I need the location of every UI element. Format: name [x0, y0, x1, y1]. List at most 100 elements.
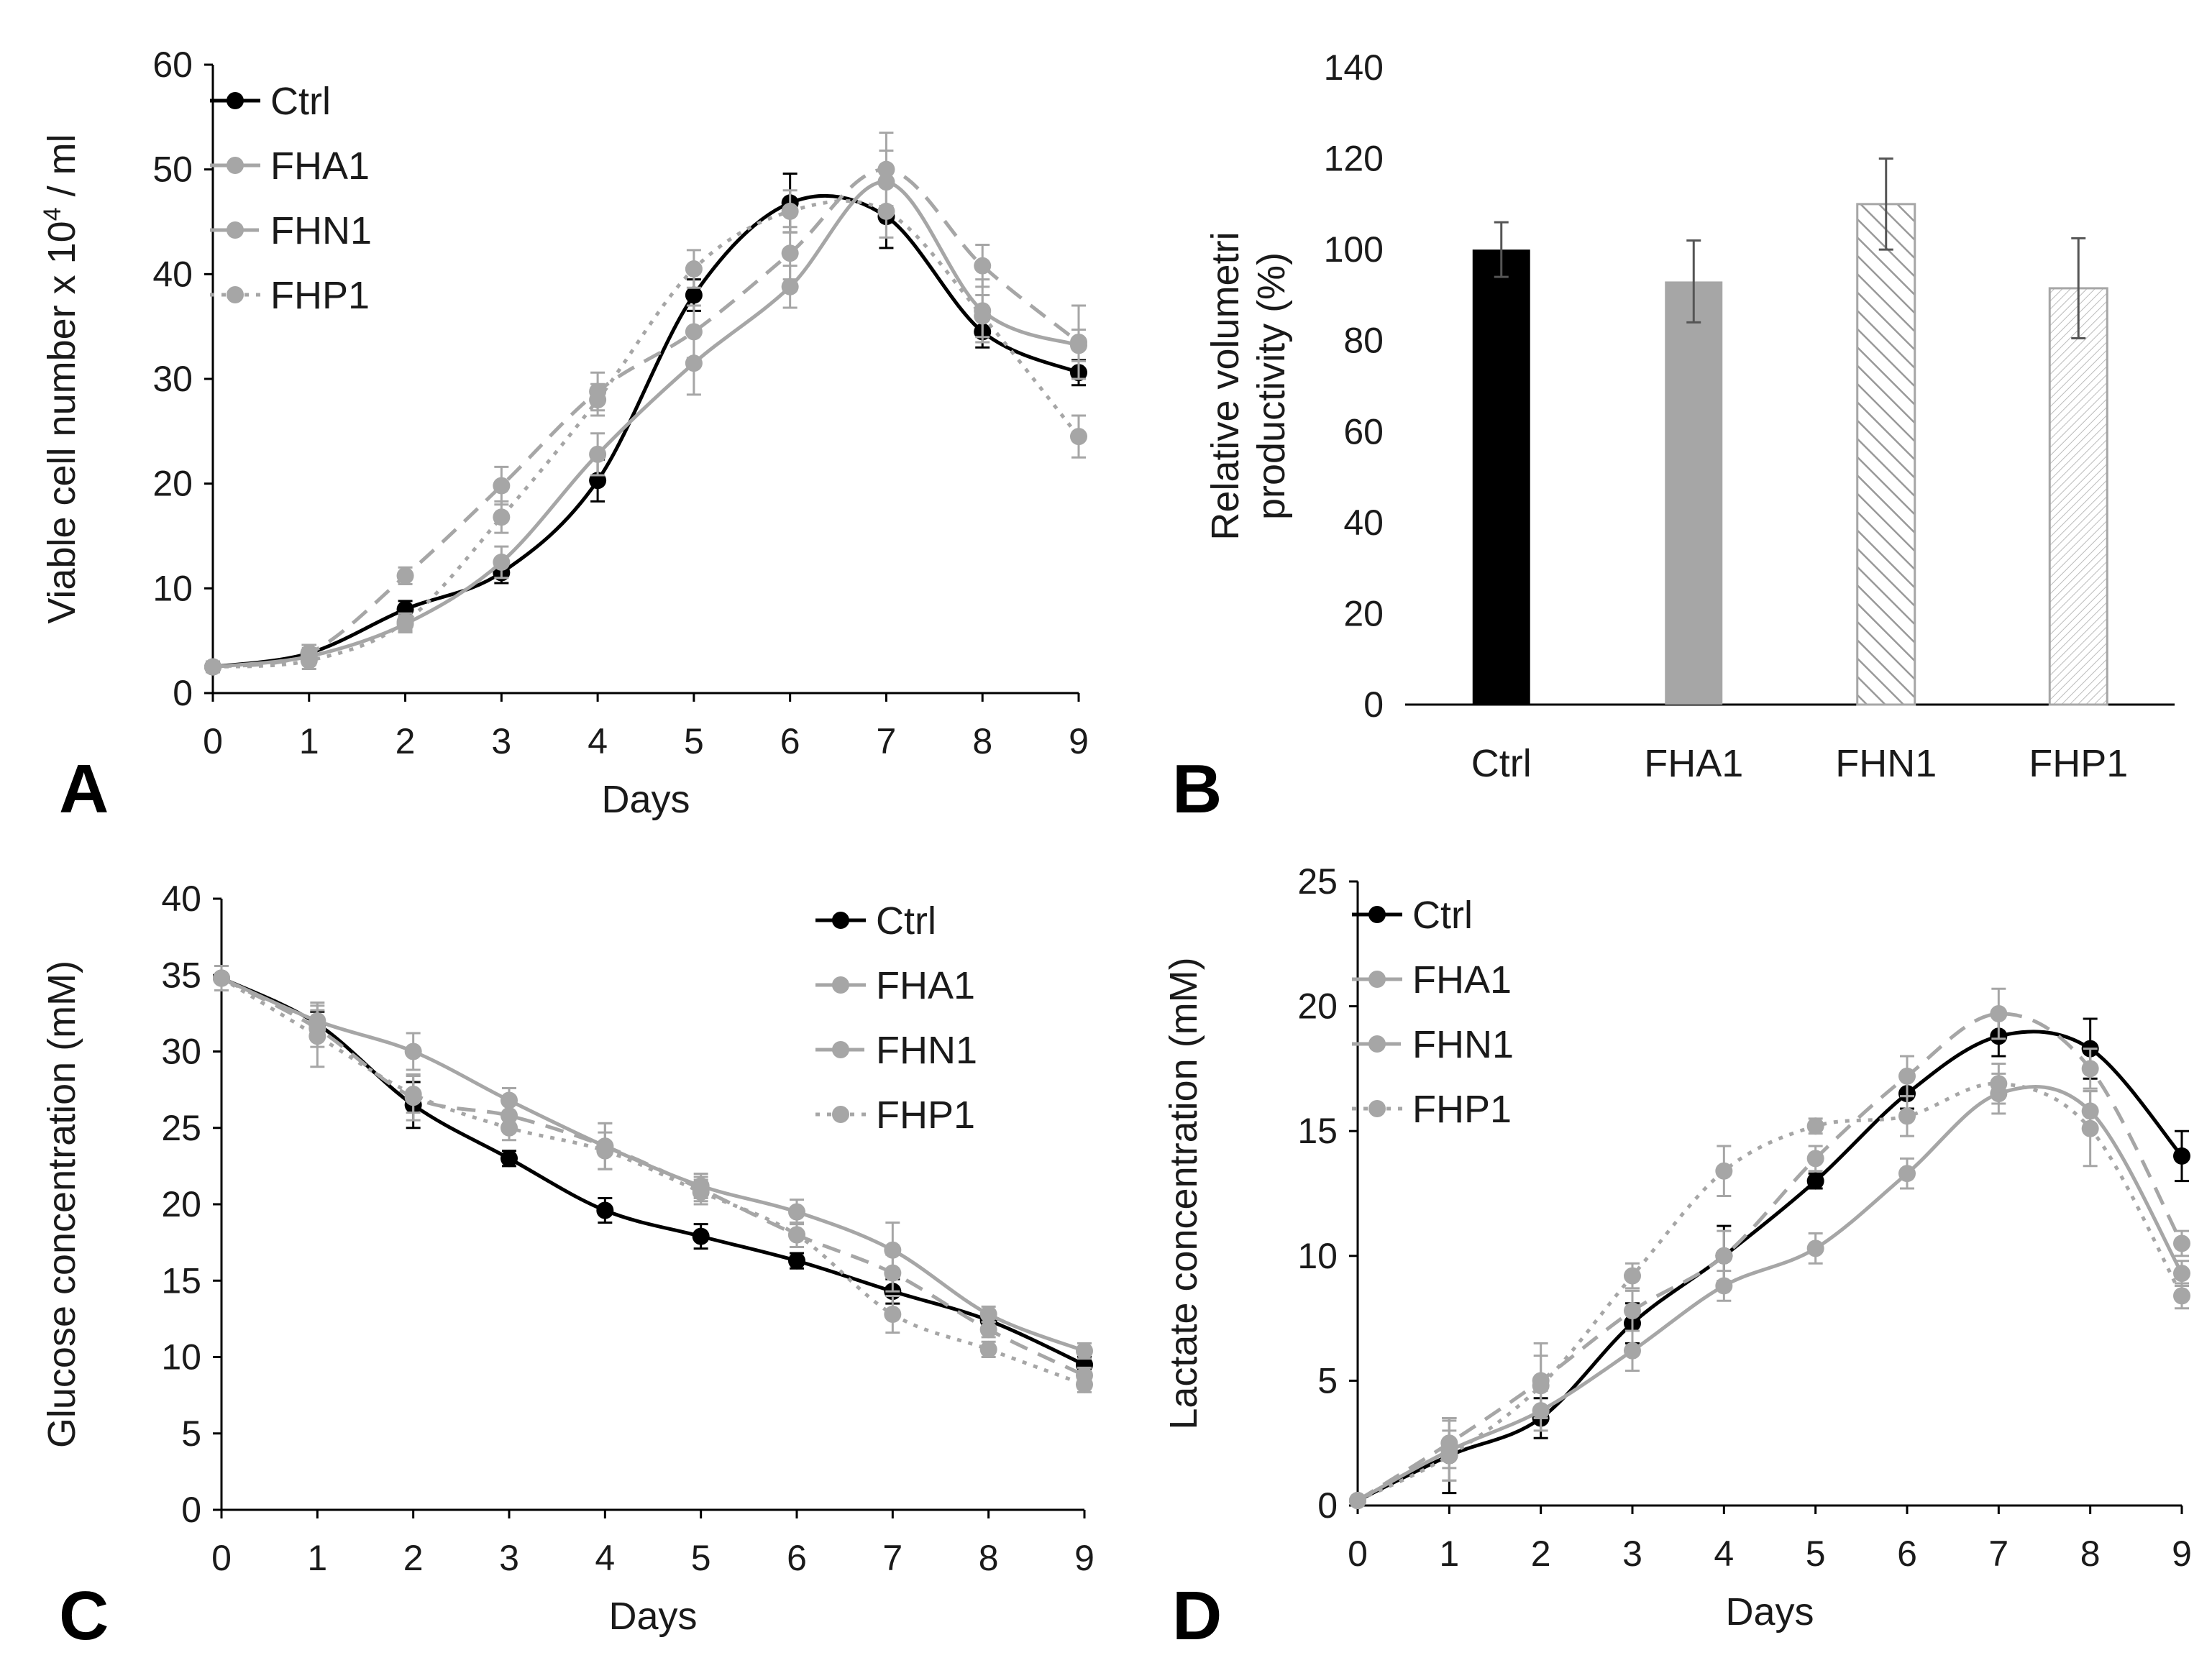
y-tick-label: 20	[152, 464, 193, 504]
y-tick-label: 20	[1343, 593, 1384, 633]
data-point	[396, 613, 414, 631]
y-tick-label: 30	[161, 1032, 201, 1072]
x-category-label: FHP1	[2029, 742, 2128, 785]
data-point	[1070, 428, 1087, 446]
data-point	[884, 1264, 902, 1282]
x-tick-label: 3	[1622, 1534, 1642, 1574]
data-point	[979, 1340, 997, 1358]
y-axis-title-part: / ml	[40, 134, 83, 207]
y-tick-label: 30	[152, 359, 193, 399]
y-tick-label: 60	[152, 45, 193, 85]
legend-entry: FHN1	[1352, 1023, 1514, 1066]
bar-group-ctrl: Ctrl	[1471, 221, 1532, 785]
data-point	[877, 202, 895, 220]
x-tick-label: 8	[972, 721, 992, 761]
legend-marker	[832, 1041, 849, 1058]
x-axis-title: Days	[1725, 1590, 1814, 1633]
legend-marker	[832, 912, 849, 929]
data-point	[685, 286, 703, 304]
data-point	[781, 278, 799, 295]
data-point	[974, 257, 992, 275]
y-tick-label: 15	[161, 1260, 201, 1301]
data-point	[884, 1306, 902, 1323]
data-point	[1440, 1447, 1458, 1465]
x-tick-label: 4	[595, 1538, 615, 1578]
data-point	[2173, 1287, 2190, 1305]
data-point	[501, 1150, 518, 1168]
y-axis-title: Relative volumetriproductivity (%)	[1204, 232, 1293, 540]
legend-label: FHN1	[270, 209, 372, 252]
series-line	[1356, 1030, 2183, 1503]
legend-marker	[1368, 1035, 1386, 1053]
chart-panel-b: 0 20 40 60 80 100 120 140 Relative volumetriprod…	[1106, 0, 2212, 834]
y-axis-title: Lactate concentration (mM)	[1162, 957, 1205, 1429]
y-tick-label: 5	[1317, 1360, 1338, 1401]
x-tick-label: 1	[1439, 1534, 1459, 1574]
y-tick-label: 20	[1297, 986, 1338, 1027]
legend-label: FHA1	[876, 964, 975, 1007]
legend-label: FHA1	[270, 145, 370, 188]
y-axis-title-line: Relative volumetri	[1204, 232, 1247, 540]
legend-marker	[1368, 906, 1386, 923]
data-point	[1806, 1239, 1824, 1257]
data-point	[493, 477, 511, 495]
legend-entry: FHP1	[815, 1094, 975, 1137]
y-tick-label: 10	[161, 1337, 201, 1378]
bar	[1856, 203, 1916, 706]
y-tick-label: 15	[1297, 1111, 1338, 1151]
x-tick-label: 2	[396, 721, 416, 761]
x-tick-label: 5	[684, 721, 704, 761]
x-tick-label: 0	[211, 1538, 232, 1578]
series-fhp1	[1349, 1062, 2190, 1510]
bar-group-fhn1: FHN1	[1835, 157, 1937, 785]
x-tick-label: 9	[1074, 1538, 1094, 1578]
x-category-label: Ctrl	[1471, 742, 1532, 785]
data-point	[1076, 1375, 1093, 1393]
x-tick-label: 4	[588, 721, 608, 761]
y-tick-label: 40	[152, 254, 193, 294]
legend-marker	[832, 976, 849, 994]
series-fha1	[1349, 1072, 2190, 1510]
y-tick-label: 10	[1297, 1236, 1338, 1276]
line-chart-glucose: 0 5 10 15 20 25 30 35 40 0 1 2 3 4 5 6 7 8 9 Days Glucose co…	[40, 879, 1094, 1638]
series-line	[1356, 1081, 2184, 1503]
legend-marker	[227, 92, 244, 109]
data-point	[1898, 1067, 1916, 1085]
data-point	[788, 1226, 805, 1244]
data-point	[979, 1321, 997, 1339]
y-tick-label: 40	[161, 879, 201, 919]
y-axis-title-line: productivity (%)	[1250, 252, 1293, 520]
legend-label: Ctrl	[876, 899, 936, 943]
bar-group-fha1: FHA1	[1644, 239, 1743, 785]
x-tick-label: 7	[882, 1538, 902, 1578]
data-point	[2173, 1234, 2190, 1252]
data-point	[685, 260, 703, 278]
data-point	[2173, 1265, 2190, 1283]
x-tick-label: 2	[1531, 1534, 1551, 1574]
x-tick-label: 0	[203, 721, 223, 761]
data-point	[974, 307, 992, 325]
y-tick-label: 0	[173, 673, 193, 713]
series-line	[1356, 1012, 2184, 1503]
x-tick-label: 5	[691, 1538, 711, 1578]
chart-panel-d: 0 5 10 15 20 25 0 1 2 3 4 5 6 7 8 9 Days Lactate concentr…	[1106, 834, 2212, 1668]
data-point	[493, 553, 511, 571]
legend-entry: FHP1	[210, 274, 370, 317]
series-fhn1	[1349, 987, 2190, 1510]
x-tick-label: 6	[787, 1538, 807, 1578]
data-point	[1624, 1342, 1641, 1360]
data-point	[685, 323, 703, 341]
data-point	[692, 1183, 710, 1201]
data-point	[781, 244, 799, 262]
data-point	[1624, 1267, 1641, 1285]
data-point	[596, 1142, 614, 1160]
legend-entry: Ctrl	[1352, 894, 1473, 937]
bar-group-fhp1: FHP1	[2029, 237, 2128, 785]
x-axis-title: Days	[601, 778, 690, 821]
legend-entry: FHA1	[1352, 958, 1512, 1002]
legend-label: FHP1	[1412, 1088, 1512, 1131]
x-tick-label: 5	[1806, 1534, 1826, 1574]
axes: 0 5 10 15 20 25 0 1 2 3 4 5 6 7 8 9	[1297, 861, 2192, 1574]
x-tick-label: 8	[2080, 1534, 2101, 1574]
y-tick-label: 5	[181, 1413, 201, 1454]
